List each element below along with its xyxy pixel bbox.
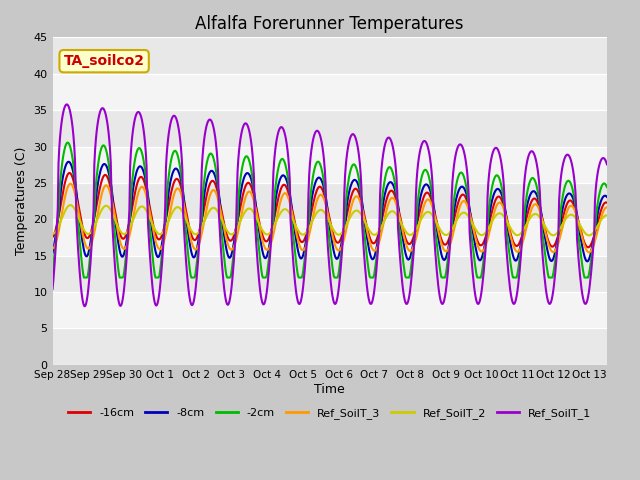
Bar: [52, 328, 607, 365]
Bar: [52, 37, 607, 74]
Bar: [52, 219, 607, 256]
Bar: [52, 183, 607, 219]
Title: Alfalfa Forerunner Temperatures: Alfalfa Forerunner Temperatures: [195, 15, 464, 33]
Bar: [52, 146, 607, 183]
Bar: [52, 256, 607, 292]
Bar: [52, 74, 607, 110]
Bar: [52, 292, 607, 328]
Legend: -16cm, -8cm, -2cm, Ref_SoilT_3, Ref_SoilT_2, Ref_SoilT_1: -16cm, -8cm, -2cm, Ref_SoilT_3, Ref_Soil…: [63, 403, 596, 423]
X-axis label: Time: Time: [314, 383, 345, 396]
Y-axis label: Temperatures (C): Temperatures (C): [15, 147, 28, 255]
Text: TA_soilco2: TA_soilco2: [63, 54, 145, 68]
Bar: [52, 110, 607, 146]
